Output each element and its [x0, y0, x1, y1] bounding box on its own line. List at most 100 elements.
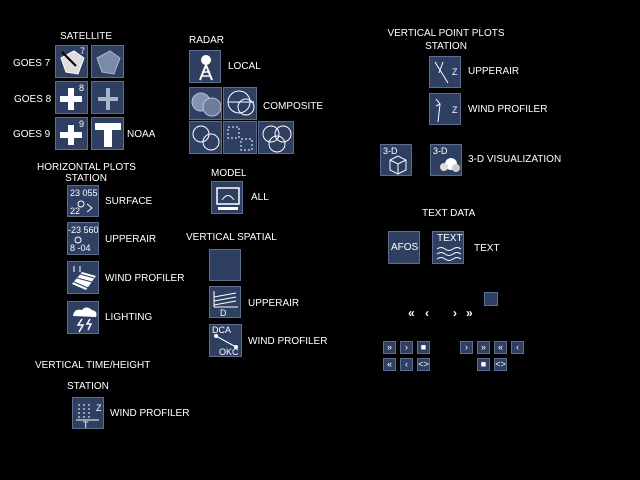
- satellite-title: SATELLITE: [60, 31, 113, 42]
- sounding-icon: [434, 61, 449, 84]
- nav-g1-stop-button[interactable]: ■: [417, 341, 430, 354]
- nav-prev-button[interactable]: ‹: [425, 306, 429, 320]
- model-all-button[interactable]: [211, 181, 243, 214]
- vertical-spatial-upperair-label: UPPERAIR: [248, 298, 300, 309]
- time-height-grid-icon: [76, 404, 99, 421]
- radar-tower-icon: [199, 55, 213, 81]
- horizontal-plots-title: HORIZONTAL PLOTS: [37, 162, 136, 173]
- radar-circles-icon: [262, 125, 292, 153]
- station-line-icon: [214, 334, 238, 349]
- satellite-cross-icon: [60, 88, 82, 110]
- nav-g1-forward-fast-button[interactable]: »: [383, 341, 396, 354]
- nav-g1-rock-button[interactable]: <>: [417, 358, 430, 371]
- cloud-3d-icon: [440, 158, 460, 172]
- vertical-spatial-upperair-button[interactable]: D: [209, 286, 241, 318]
- radar-composite-icon: [191, 92, 221, 117]
- afos-button[interactable]: AFOS: [388, 231, 420, 264]
- nav-last-button[interactable]: »: [466, 306, 473, 320]
- upperair-icon-top: -23 560: [68, 225, 99, 235]
- noaa-imagery-button[interactable]: [91, 117, 124, 150]
- vertical-point-upperair-button[interactable]: Z: [429, 56, 461, 88]
- model-all-label: ALL: [251, 192, 269, 203]
- satellite-earth-icon: [60, 50, 85, 75]
- text-label: TEXT: [474, 243, 500, 254]
- nav-g2-back-fast-button[interactable]: «: [494, 341, 507, 354]
- three-d-visualization-label: 3-D VISUALIZATION: [468, 154, 562, 165]
- time-height-z-label: Z: [96, 403, 102, 413]
- upperair-icon-bottom: 8 -04: [70, 243, 91, 253]
- radar-composite-5-button[interactable]: [258, 121, 294, 154]
- three-d-visualization-button[interactable]: 3-D: [430, 144, 462, 176]
- horizontal-surface-label: SURFACE: [105, 196, 153, 207]
- upperair-z-label: Z: [452, 67, 458, 77]
- loop-indicator-button[interactable]: [484, 292, 498, 306]
- text-button[interactable]: TEXT: [432, 231, 464, 264]
- horizontal-station-title: STATION: [65, 173, 107, 184]
- goes7-imagery-button[interactable]: 7: [55, 45, 88, 78]
- nav-g2-stop-button[interactable]: ■: [477, 358, 490, 371]
- satellite-t-icon: [95, 123, 121, 147]
- radar-composite-2-button[interactable]: [223, 87, 257, 120]
- model-title: MODEL: [211, 168, 247, 179]
- radar-title: RADAR: [189, 35, 225, 46]
- vertical-point-wind-profiler-button[interactable]: Z: [429, 93, 461, 125]
- surface-icon-top: 23 055: [70, 188, 98, 198]
- station-model-icon: [77, 200, 93, 213]
- goes7-label: GOES 7: [13, 58, 51, 69]
- vertical-time-station-title: STATION: [67, 381, 109, 392]
- surface-icon-bottom: 22: [70, 206, 81, 216]
- nav-next-button[interactable]: ›: [453, 306, 457, 320]
- vertical-spatial-blank-button[interactable]: [209, 249, 241, 281]
- monitor-icon: [216, 187, 240, 210]
- horizontal-lighting-button[interactable]: [67, 301, 99, 334]
- nav-g2-rock-button[interactable]: <>: [494, 358, 507, 371]
- afos-icon-label: AFOS: [391, 242, 419, 253]
- vertical-point-wind-profiler-label: WIND PROFILER: [468, 104, 548, 115]
- horizontal-upperair-button[interactable]: -23 560 8 -04: [67, 222, 99, 255]
- horizontal-wind-profiler-button[interactable]: [67, 261, 99, 294]
- vertical-time-wind-profiler-button[interactable]: Z T: [72, 397, 104, 429]
- nav-g1-back-button[interactable]: ‹: [400, 358, 413, 371]
- nav-first-button[interactable]: «: [408, 306, 415, 320]
- wp-bottom-label: OKC: [219, 347, 239, 357]
- lightning-cloud-icon: [73, 307, 97, 333]
- goes8-imagery-button[interactable]: 8: [55, 81, 88, 114]
- radar-circles-icon: [192, 125, 220, 151]
- three-d-b-label: 3-D: [433, 146, 448, 156]
- goes7-sup: 7: [80, 46, 86, 56]
- goes9-imagery-button[interactable]: 9: [55, 117, 88, 150]
- goes7-alt-button[interactable]: [91, 45, 124, 78]
- nav-g2-forward-fast-button[interactable]: »: [477, 341, 490, 354]
- goes8-alt-button[interactable]: [91, 81, 124, 114]
- vertical-point-station-title: STATION: [425, 41, 467, 52]
- radar-circles-icon: [227, 90, 255, 116]
- goes9-label: GOES 9: [13, 129, 51, 140]
- nav-g2-forward-button[interactable]: ›: [460, 341, 473, 354]
- nav-g1-back-fast-button[interactable]: «: [383, 358, 396, 371]
- satellite-cross-icon: [60, 125, 82, 145]
- satellite-earth-dim-icon: [96, 50, 121, 75]
- radar-composite-3-button[interactable]: [189, 121, 222, 154]
- nav-g1-forward-button[interactable]: ›: [400, 341, 413, 354]
- nav-g2-back-button[interactable]: ‹: [511, 341, 524, 354]
- radar-composite-4-button[interactable]: [223, 121, 257, 154]
- wind-barb-icon: [435, 98, 441, 123]
- radar-composite-label: COMPOSITE: [263, 101, 324, 112]
- vertical-spatial-wind-profiler-button[interactable]: DCA OKC: [209, 324, 242, 357]
- vertical-spatial-wind-profiler-label: WIND PROFILER: [248, 336, 328, 347]
- goes8-sup: 8: [79, 83, 85, 93]
- wp-top-label: DCA: [212, 325, 232, 335]
- radar-grid-icon: [227, 126, 253, 151]
- wind-grid-icon: [72, 266, 96, 290]
- goes8-label: GOES 8: [14, 94, 52, 105]
- radar-composite-1-button[interactable]: [189, 87, 222, 120]
- vertical-time-wind-profiler-label: WIND PROFILER: [110, 408, 190, 419]
- three-d-cube-button[interactable]: 3-D: [380, 144, 412, 176]
- time-height-t-label: T: [83, 420, 89, 429]
- text-lines-icon: [436, 247, 462, 261]
- radar-local-button[interactable]: [189, 50, 221, 83]
- satellite-cross-dim-icon: [98, 88, 118, 110]
- noaa-label: NOAA: [127, 129, 156, 140]
- horizontal-upperair-label: UPPERAIR: [105, 234, 157, 245]
- horizontal-surface-button[interactable]: 23 055 22: [67, 185, 99, 217]
